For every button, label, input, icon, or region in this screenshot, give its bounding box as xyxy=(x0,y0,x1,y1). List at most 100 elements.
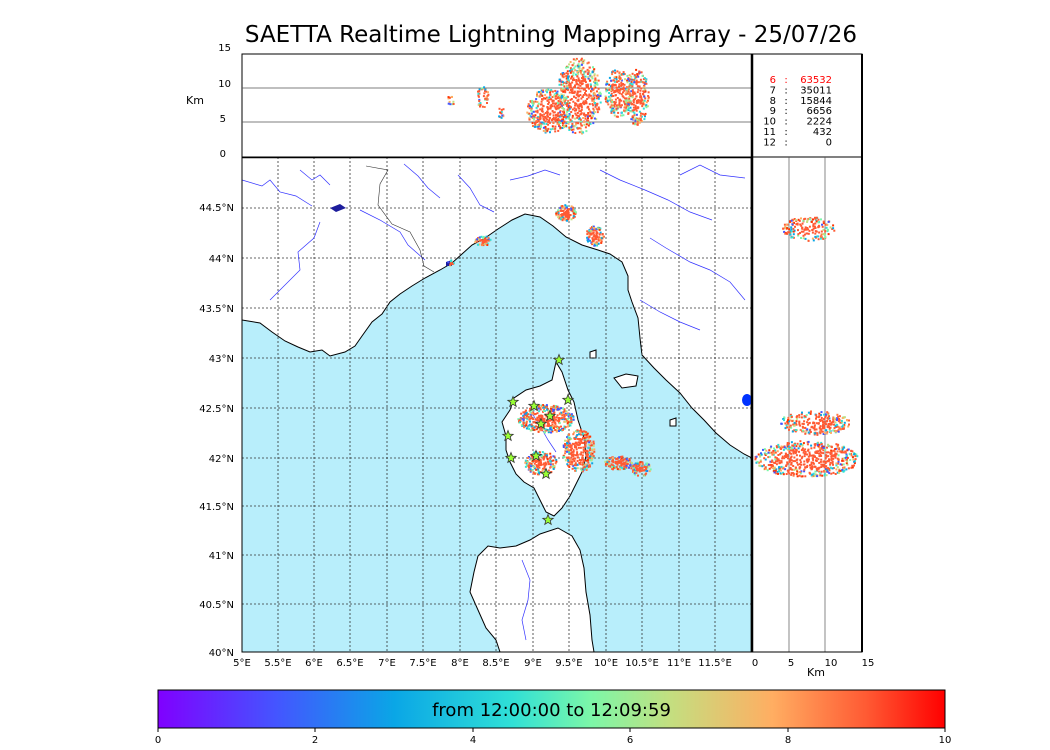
lightning-point xyxy=(814,470,817,473)
lightning-point xyxy=(592,109,595,112)
lightning-point xyxy=(477,237,479,240)
lightning-point xyxy=(498,107,501,110)
lightning-point xyxy=(800,224,803,227)
lightning-point xyxy=(566,103,569,106)
lightning-point xyxy=(581,432,584,435)
lightning-point xyxy=(789,233,792,236)
lightning-point xyxy=(593,80,596,83)
lightning-point xyxy=(561,205,564,208)
lightning-point xyxy=(633,91,636,94)
lightning-point xyxy=(785,424,788,427)
lightning-point xyxy=(567,109,570,112)
lightning-point xyxy=(623,467,626,470)
lightning-point xyxy=(840,463,843,466)
lightning-point xyxy=(760,453,763,456)
colorbar: 0 2 4 6 8 10 xyxy=(155,689,951,746)
lightning-point xyxy=(609,465,612,468)
lightning-point xyxy=(585,433,588,436)
lightning-point xyxy=(549,463,552,466)
lightning-point xyxy=(592,122,595,125)
lightning-point xyxy=(543,456,546,459)
lightning-point xyxy=(765,452,768,455)
lightning-point xyxy=(576,127,579,130)
lightning-point xyxy=(788,452,791,454)
lightning-point xyxy=(543,462,546,465)
lightning-point xyxy=(481,243,483,246)
lightning-point xyxy=(589,227,592,230)
lightning-point xyxy=(785,223,788,226)
lightning-point xyxy=(629,94,632,97)
lightning-point xyxy=(580,441,583,444)
lightning-point xyxy=(539,406,542,409)
lightning-point xyxy=(626,74,629,77)
lightning-point xyxy=(775,468,778,471)
lightning-point xyxy=(556,93,559,96)
lightning-point xyxy=(784,225,787,228)
lightning-point xyxy=(587,85,589,88)
lightning-point xyxy=(589,465,591,468)
lightning-point xyxy=(540,103,543,106)
lightning-point xyxy=(790,463,793,466)
lightning-point xyxy=(807,217,810,220)
lightning-point xyxy=(630,75,633,78)
lightning-point xyxy=(568,423,571,426)
lightning-point xyxy=(553,93,556,96)
lightning-point xyxy=(563,418,566,421)
lightning-point xyxy=(591,103,594,105)
lightning-point xyxy=(592,442,595,445)
lightning-point xyxy=(640,87,643,90)
lightning-point xyxy=(580,124,583,127)
lightning-point xyxy=(582,461,585,464)
lightning-point xyxy=(556,419,559,422)
lightning-point xyxy=(576,92,579,95)
lightning-point xyxy=(592,227,595,229)
lightning-point xyxy=(564,98,567,101)
lightning-point xyxy=(633,74,636,77)
lightning-point xyxy=(595,232,598,235)
lightning-point xyxy=(592,239,594,242)
lightning-point xyxy=(633,471,636,474)
lightning-point xyxy=(811,467,813,470)
lightning-point xyxy=(564,204,567,207)
lightning-point xyxy=(578,60,581,63)
lightning-point xyxy=(798,474,801,477)
lightning-point xyxy=(552,122,555,124)
lightning-point xyxy=(486,102,488,104)
lightning-point xyxy=(573,125,576,128)
lightning-point xyxy=(808,458,810,461)
lightning-point xyxy=(449,263,452,266)
lightning-point xyxy=(598,108,601,111)
lightning-point xyxy=(577,65,580,68)
lightning-point xyxy=(786,426,789,429)
lightning-point xyxy=(620,455,622,458)
elba-island xyxy=(613,373,639,389)
lightning-point xyxy=(533,413,536,416)
lightning-point xyxy=(480,239,483,242)
lightning-point xyxy=(845,453,848,456)
lightning-point xyxy=(835,443,838,446)
lightning-point xyxy=(779,447,782,450)
lightning-point xyxy=(594,86,597,89)
lightning-point xyxy=(556,427,559,429)
lightning-point xyxy=(550,419,553,421)
lightning-point xyxy=(795,223,798,226)
lightning-point xyxy=(589,74,592,77)
lightning-point xyxy=(543,420,546,423)
lightning-point xyxy=(567,76,569,79)
lightning-point xyxy=(808,229,811,232)
lightning-point xyxy=(780,465,783,468)
lightning-point xyxy=(558,426,560,429)
lightning-point xyxy=(617,80,620,83)
lightning-point xyxy=(638,462,641,465)
lightning-point xyxy=(628,74,631,77)
lightning-point xyxy=(592,440,595,443)
lightning-point xyxy=(771,465,774,467)
lightning-point xyxy=(532,421,535,424)
lightning-point xyxy=(839,421,842,424)
lightning-point xyxy=(802,230,805,233)
lightning-point xyxy=(631,96,634,99)
lightning-point xyxy=(541,429,544,432)
lightning-point xyxy=(841,448,844,451)
lightning-point xyxy=(625,97,628,100)
lightning-point xyxy=(591,242,594,245)
